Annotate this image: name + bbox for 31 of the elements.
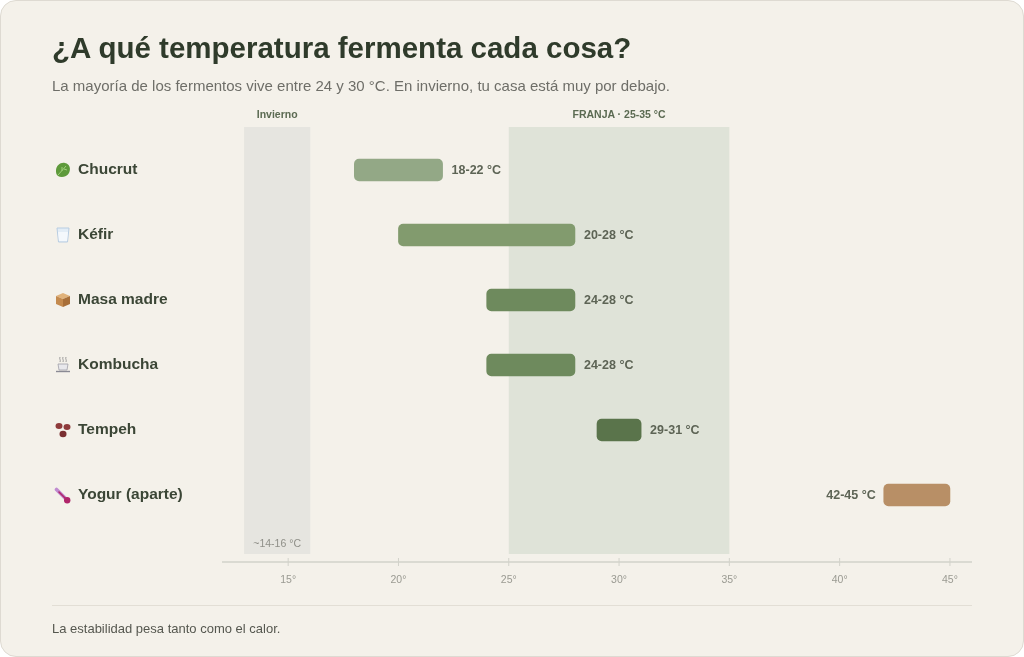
band-label: Invierno <box>256 107 298 120</box>
x-tick-label: 30° <box>611 572 627 585</box>
x-tick-label: 45° <box>942 572 958 585</box>
y-tick-label: Kombucha <box>78 355 159 373</box>
y-tick-label: Chucrut <box>78 160 138 178</box>
chart-subtitle: La mayoría de los fermentos vive entre 24 y 30 °C. En invierno, tu casa está muy por debajo. <box>52 77 670 94</box>
data-label: 29-31 °C <box>650 423 700 438</box>
data-label: 24-28 °C <box>583 358 634 373</box>
x-tick-label: 40° <box>831 572 848 585</box>
bar <box>486 288 576 312</box>
x-tick-label: 35° <box>721 572 738 585</box>
y-tick-label: Masa madre <box>78 290 168 308</box>
band-label: FRANJA · 25-35 °C <box>572 107 667 120</box>
y-tick-label: Kéfir <box>78 225 114 243</box>
bar <box>398 223 576 247</box>
data-label: 42-45 °C <box>826 488 876 503</box>
x-tick-label: 20° <box>390 572 407 585</box>
chart-title: ¿A qué temperatura fermenta cada cosa? <box>52 31 632 65</box>
bar <box>486 353 576 377</box>
annotation: ~14-16 °C <box>253 537 302 550</box>
data-label: 20-28 °C <box>583 228 634 243</box>
y-tick-label: Tempeh <box>78 420 137 438</box>
bar <box>883 483 951 507</box>
text: La estabilidad pesa tanto como el calor. <box>52 621 281 636</box>
x-tick-label: 25° <box>500 572 517 585</box>
bar <box>596 418 642 442</box>
data-label: 18-22 °C <box>451 163 502 178</box>
bar <box>354 158 443 182</box>
y-tick-label: Yogur (aparte) <box>78 485 183 503</box>
x-tick-label: 15° <box>280 572 297 585</box>
data-label: 24-28 °C <box>583 293 634 308</box>
